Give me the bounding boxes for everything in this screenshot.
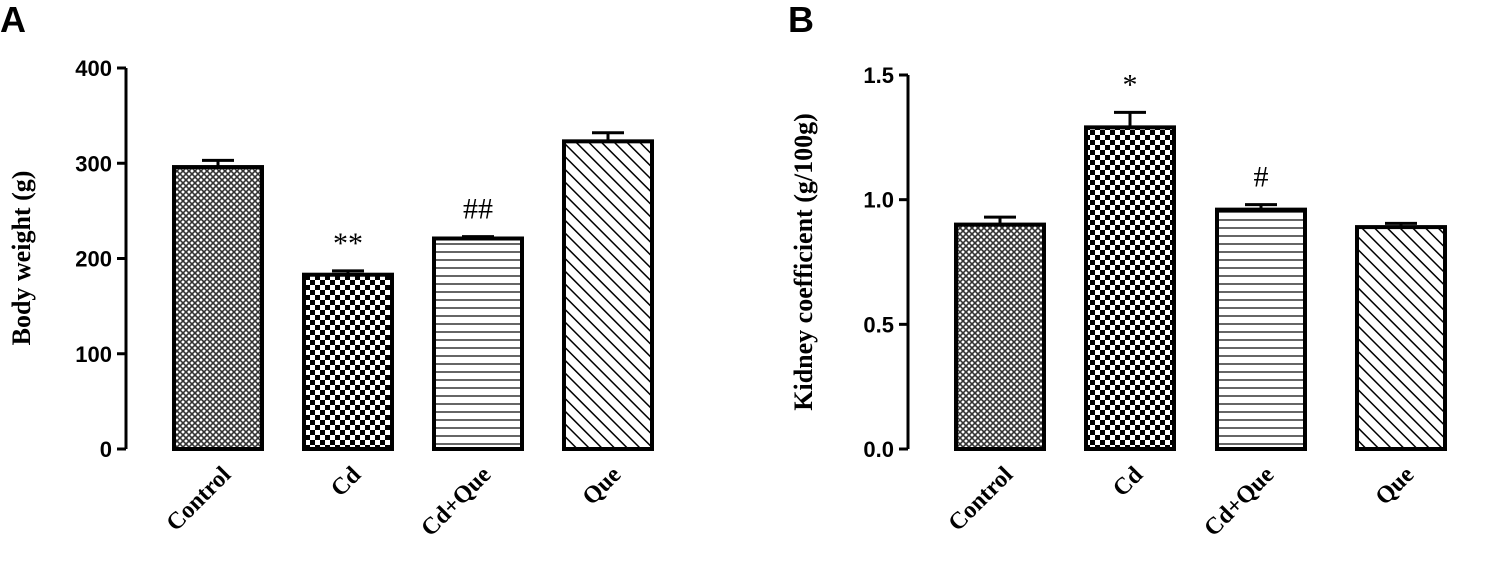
panel-b-bar-cd: [1084, 125, 1176, 452]
panel-a-bars: [172, 131, 654, 451]
panel-a-error-bar: [462, 235, 494, 239]
panel-b-category-label: Control: [944, 462, 1019, 537]
panel-b-error-bar: [1114, 110, 1146, 128]
panel-a-categories: Control Cd Cd+Que Que: [162, 461, 627, 541]
panel-b-ytick-label: 0.5: [863, 312, 894, 337]
panel-a-ytick-label: 100: [75, 342, 112, 367]
panel-b-ytick-label: 1.0: [863, 188, 894, 213]
panel-b-yticks: 0.0 0.5 1.0 1.5: [863, 63, 910, 462]
panel-b-bar-que: [1355, 225, 1447, 451]
panel-b-significance-label: *: [1123, 68, 1138, 101]
panel-a-bar-que: [562, 139, 654, 451]
panel-b-bar-cd-que: [1215, 207, 1307, 451]
panel-b-ytick-label: 0.0: [863, 437, 894, 462]
panel-a-category-label: Control: [162, 462, 237, 537]
panel-a-ytick-label: 300: [75, 151, 112, 176]
panel-a-significance-label: **: [333, 227, 363, 260]
panel-b-categories: Control Cd Cd+Que Que: [944, 461, 1420, 541]
panel-a-ytick-label: 200: [75, 247, 112, 272]
panel-b-ylabel: Kidney coefficient (g/100g): [789, 113, 818, 411]
panel-b-category-label: Que: [1371, 462, 1420, 511]
panel-b-error-bar: [984, 215, 1016, 225]
panel-b-annotations: *#: [1123, 68, 1269, 193]
panel-a-error-bar: [332, 269, 364, 275]
panel-a-category-label: Cd+Que: [416, 462, 496, 542]
panel-b: B Kidney coefficient (g/100g) 0.0 0.5 1.0 1…: [788, 0, 1447, 542]
panel-b-bar-control: [954, 222, 1046, 451]
panel-b-error-bar: [1245, 203, 1277, 210]
panel-a-category-label: Que: [578, 462, 627, 511]
panel-a-annotations: ** ##: [333, 193, 493, 260]
panel-b-error-bar: [1385, 221, 1417, 228]
panel-a-ylabel: Body weight (g): [7, 171, 36, 346]
panel-b-letter: B: [788, 0, 814, 40]
panel-b-significance-label: #: [1254, 161, 1269, 194]
panel-a-bar-cd-que: [432, 236, 524, 451]
panel-b-category-label: Cd: [1108, 461, 1149, 502]
panel-a-bar-cd: [302, 272, 394, 451]
panel-a-category-label: Cd: [326, 461, 367, 502]
panel-a-error-bar: [202, 158, 234, 168]
panel-b-ytick-label: 1.5: [863, 63, 894, 88]
panel-a-error-bar: [592, 131, 624, 142]
panel-b-bars: [954, 110, 1447, 452]
panel-a-ytick-label: 400: [75, 56, 112, 81]
panel-a-significance-label: ##: [463, 193, 493, 226]
panel-b-category-label: Cd+Que: [1199, 462, 1279, 542]
panel-a-bar-control: [172, 165, 264, 451]
panel-a-ytick-label: 0: [100, 437, 112, 462]
panel-a-letter: A: [0, 0, 26, 40]
panel-a-yticks: 0 100 200 300 400: [75, 56, 128, 462]
